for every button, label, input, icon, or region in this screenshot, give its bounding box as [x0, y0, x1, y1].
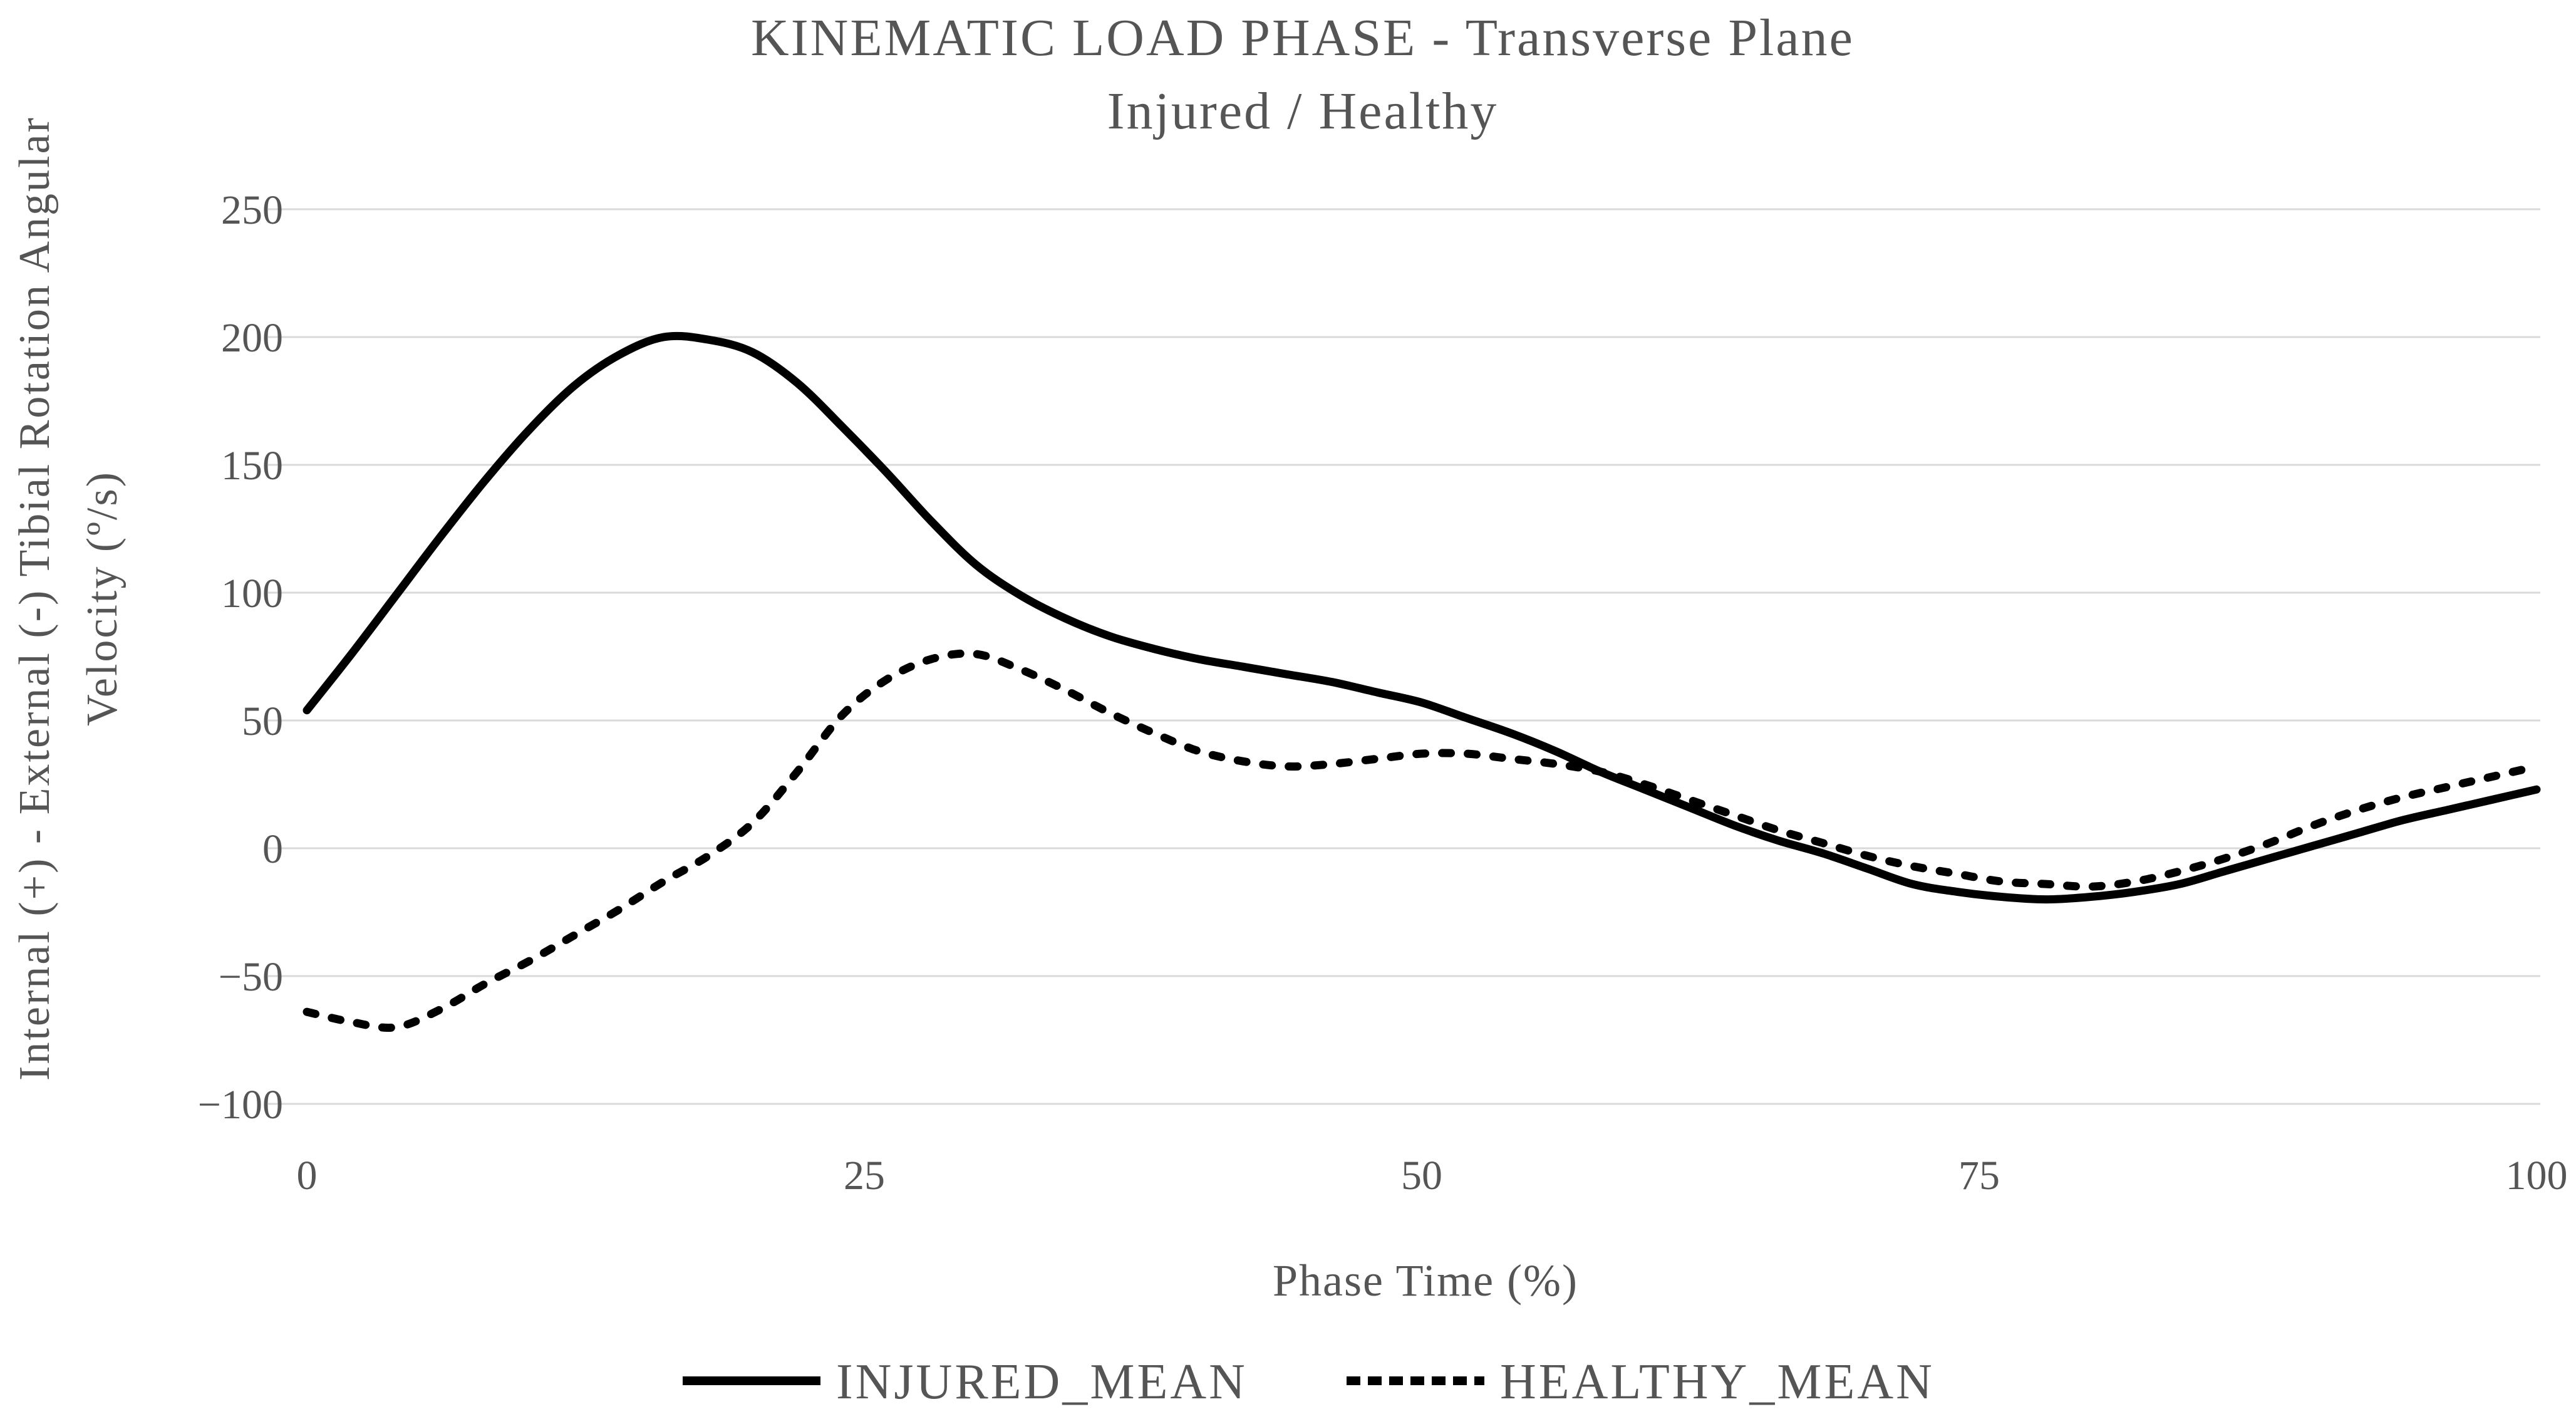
gridlines: [268, 208, 2540, 1105]
x-tick-label: 25: [844, 1153, 885, 1198]
x-tick-label: 0: [297, 1153, 318, 1198]
x-tick-label: 75: [1958, 1153, 2000, 1198]
y-axis-tick-labels: 250 200 150 100 50 0 −50 −100: [198, 187, 283, 1128]
legend-label-healthy-mean: HEALTHY_MEAN: [1500, 1354, 1935, 1410]
y-tick-label: 250: [221, 187, 283, 233]
y-tick-label: 200: [221, 315, 283, 361]
y-tick-label: 0: [262, 826, 283, 872]
series-healthy-mean-line: [303, 649, 2541, 1032]
chart-title: KINEMATIC LOAD PHASE - Transverse Plane: [751, 9, 1854, 67]
y-tick-label: 100: [221, 571, 283, 616]
y-axis-title-line2: Velocity (º/s): [78, 470, 127, 726]
x-axis-tick-labels: 0 25 50 75 100: [297, 1153, 2568, 1198]
chart-subtitle: Injured / Healthy: [1107, 82, 1499, 140]
y-tick-label: −50: [219, 954, 283, 1000]
x-tick-label: 50: [1401, 1153, 1442, 1198]
y-axis-title-line1: Internal (+) - External (-) Tibial Rotat…: [11, 116, 59, 1081]
series-injured-mean-line: [303, 331, 2541, 904]
y-tick-label: 50: [242, 699, 283, 744]
series-lines: [303, 331, 2541, 1032]
legend: INJURED_MEAN HEALTHY_MEAN: [683, 1354, 1935, 1410]
y-tick-label: −100: [198, 1082, 283, 1128]
x-tick-label: 100: [2506, 1153, 2568, 1198]
legend-label-injured-mean: INJURED_MEAN: [836, 1354, 1248, 1410]
x-axis-title: Phase Time (%): [1273, 1255, 1578, 1306]
y-tick-label: 150: [221, 443, 283, 489]
